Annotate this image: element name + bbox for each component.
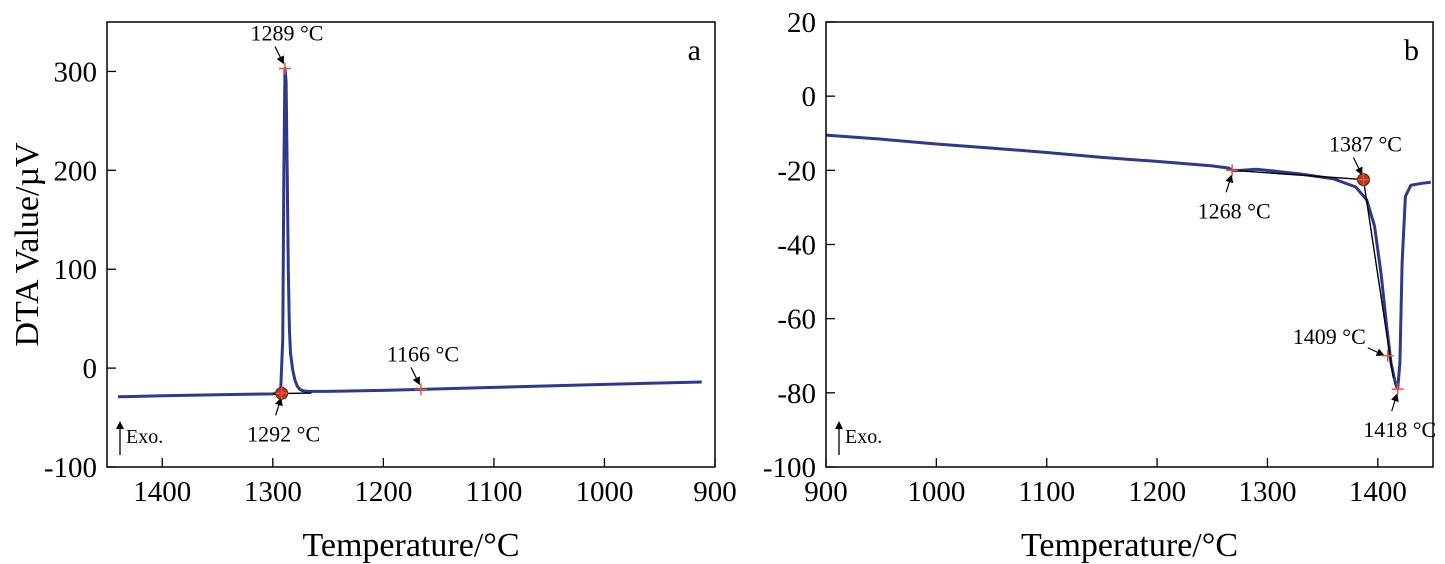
y-tick-label: -60 xyxy=(777,304,816,336)
y-tick-label: 0 xyxy=(83,353,98,385)
annotation-arrow xyxy=(274,46,284,65)
peak-marker-plus xyxy=(275,387,288,400)
annotation-arrow xyxy=(1367,347,1385,356)
y-tick-label: -100 xyxy=(763,452,816,484)
annotation-arrow xyxy=(275,397,283,416)
annotation-arrow xyxy=(1352,157,1363,176)
exo-label: Exo. xyxy=(126,426,163,448)
x-tick-label: 1100 xyxy=(1018,476,1075,508)
y-tick-label: 300 xyxy=(54,56,98,88)
x-tick-label: 1400 xyxy=(133,476,191,508)
x-tick-label: 1000 xyxy=(907,476,965,508)
peak-marker-plus xyxy=(1381,349,1394,362)
x-tick-label: 1000 xyxy=(575,476,633,508)
annotation-arrow xyxy=(410,367,420,386)
chart-b-curves xyxy=(825,133,1431,391)
y-axis-label-a: DTA Value/µV xyxy=(9,142,46,347)
dta-curve xyxy=(825,133,1431,391)
annotation-label: 1289 °C xyxy=(250,20,323,45)
x-tick-label: 900 xyxy=(804,476,848,508)
annotation-label: 1418 °C xyxy=(1363,417,1436,442)
chart-panel-a: 1400 1300 1200 1100 1000 900 -100 0 100 200 300 12… xyxy=(9,20,737,564)
annotation-label: 1409 °C xyxy=(1293,324,1366,349)
y-tick-label: -20 xyxy=(777,155,816,187)
x-tick-label: 1300 xyxy=(244,476,302,508)
annotation-arrow xyxy=(1225,174,1234,193)
exo-label: Exo. xyxy=(845,426,882,448)
peak-marker-plus xyxy=(1226,164,1239,177)
x-tick-label: 1400 xyxy=(1349,476,1407,508)
x-axis-label-a: Temperature/°C xyxy=(302,527,519,564)
x-tick-label: 1200 xyxy=(354,476,412,508)
x-tick-label: 900 xyxy=(693,476,737,508)
y-tick-label: 200 xyxy=(54,155,98,187)
chart-panel-b: 900 1000 1100 1200 1300 1400 -100 -80 -60 -40 -20 0… xyxy=(763,7,1436,564)
chart-b-frame xyxy=(825,21,1434,468)
y-tick-label: -40 xyxy=(777,230,816,262)
y-tick-label: 20 xyxy=(787,7,816,39)
chart-a-ticks: 1400 1300 1200 1100 1000 900 -100 0 100 200 300 xyxy=(44,56,737,508)
annotation-label: 1292 °C xyxy=(247,421,320,446)
exo-indicator-a: Exo. xyxy=(116,421,163,455)
exo-indicator-b: Exo. xyxy=(835,421,882,455)
x-axis-label-b: Temperature/°C xyxy=(1021,527,1238,564)
annotation-label: 1387 °C xyxy=(1329,132,1402,157)
chart-a-annotations: 1289 °C 1292 °C 1166 °C xyxy=(247,20,459,446)
tangent-line xyxy=(1362,179,1394,379)
peak-marker-plus xyxy=(414,383,427,396)
x-tick-label: 1100 xyxy=(465,476,522,508)
chart-b-annotations: 1387 °C 1268 °C 1409 °C 1418 °C xyxy=(1198,132,1437,443)
y-tick-label: 0 xyxy=(802,81,817,113)
annotation-arrow xyxy=(1391,393,1399,412)
peak-marker-plus xyxy=(278,62,291,75)
annotation-label: 1166 °C xyxy=(387,341,459,366)
x-tick-label: 1200 xyxy=(1128,476,1186,508)
y-tick-label: -100 xyxy=(44,452,97,484)
chart-b-ticks: 900 1000 1100 1200 1300 1400 -100 -80 -60 -40 -20 0… xyxy=(763,7,1407,508)
tangent-line xyxy=(1232,169,1364,181)
panel-label-a: a xyxy=(688,34,701,67)
y-tick-label: 100 xyxy=(54,254,98,286)
peak-marker-plus xyxy=(1391,383,1404,396)
chart-a-frame xyxy=(106,21,716,468)
annotation-label: 1268 °C xyxy=(1198,198,1271,223)
x-tick-label: 1300 xyxy=(1238,476,1296,508)
peak-marker-plus xyxy=(1357,173,1370,186)
panel-label-b: b xyxy=(1404,34,1419,67)
y-tick-label: -80 xyxy=(777,378,816,410)
